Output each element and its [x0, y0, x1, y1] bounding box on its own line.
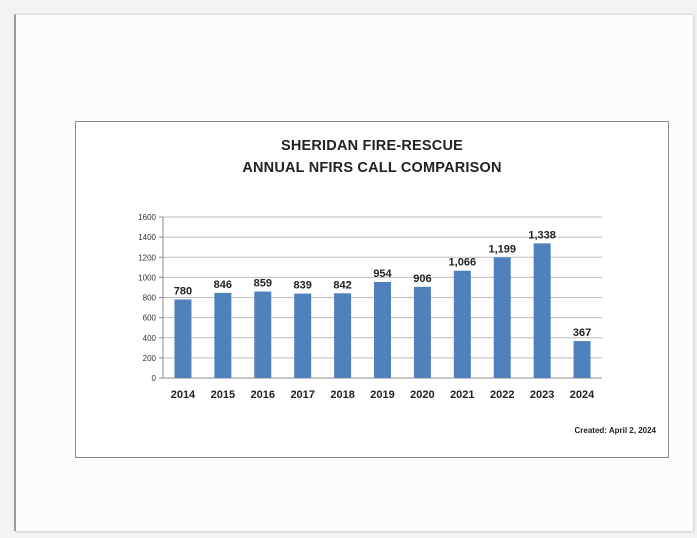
data-label: 1,199: [488, 243, 516, 255]
bar-chart: 0 200 400 600 800 1000 1200 1400 1600 780 2014 846 2…: [138, 213, 602, 401]
bar: [174, 299, 192, 378]
scanned-page: SHERIDAN FIRE-RESCUE ANNUAL NFIRS CALL C…: [14, 14, 693, 531]
y-tick-label: 0: [152, 374, 157, 383]
data-label: 859: [254, 278, 272, 290]
x-tick-label: 2020: [410, 389, 434, 401]
data-label: 846: [214, 279, 232, 291]
bar: [374, 282, 391, 378]
y-tick-label: 800: [143, 294, 157, 303]
x-tick-label: 2014: [171, 389, 196, 401]
bar: [214, 292, 232, 378]
x-tick-label: 2023: [530, 389, 554, 401]
data-label: 954: [373, 268, 392, 280]
y-tick-label: 1200: [138, 253, 156, 262]
x-tick-label: 2018: [330, 389, 354, 401]
created-date: Created: April 2, 2024: [574, 426, 656, 435]
data-label: 780: [174, 286, 192, 298]
x-tick-label: 2015: [211, 389, 235, 401]
bar: [453, 270, 471, 378]
bar: [254, 291, 272, 378]
y-tick-label: 200: [143, 354, 157, 363]
data-label: 367: [573, 327, 591, 339]
bar: [573, 341, 591, 378]
x-tick-label: 2022: [490, 389, 514, 401]
bar: [294, 293, 312, 378]
y-tick-label: 1400: [138, 233, 156, 242]
x-tick-label: 2021: [450, 389, 474, 401]
data-label: 1,066: [449, 257, 477, 269]
y-tick-label: 400: [143, 334, 157, 343]
bar: [334, 293, 352, 378]
bar: [493, 257, 511, 378]
bar: [533, 243, 551, 378]
data-label: 1,338: [528, 229, 556, 241]
chart-title-line-1: SHERIDAN FIRE-RESCUE: [280, 138, 464, 154]
chart-title-line-2: ANNUAL NFIRS CALL COMPARISON: [242, 160, 502, 176]
x-tick-label: 2016: [251, 389, 275, 401]
chart-frame: SHERIDAN FIRE-RESCUE ANNUAL NFIRS CALL C…: [75, 121, 669, 458]
data-label: 842: [333, 279, 351, 291]
x-tick-label: 2024: [570, 389, 595, 401]
bar: [413, 286, 431, 378]
data-label: 906: [413, 273, 431, 285]
y-tick-label: 1600: [138, 213, 156, 222]
y-tick-label: 600: [143, 314, 157, 323]
x-tick-label: 2019: [370, 389, 394, 401]
data-label: 839: [294, 280, 312, 292]
x-tick-label: 2017: [290, 389, 314, 401]
y-tick-label: 1000: [138, 273, 156, 282]
